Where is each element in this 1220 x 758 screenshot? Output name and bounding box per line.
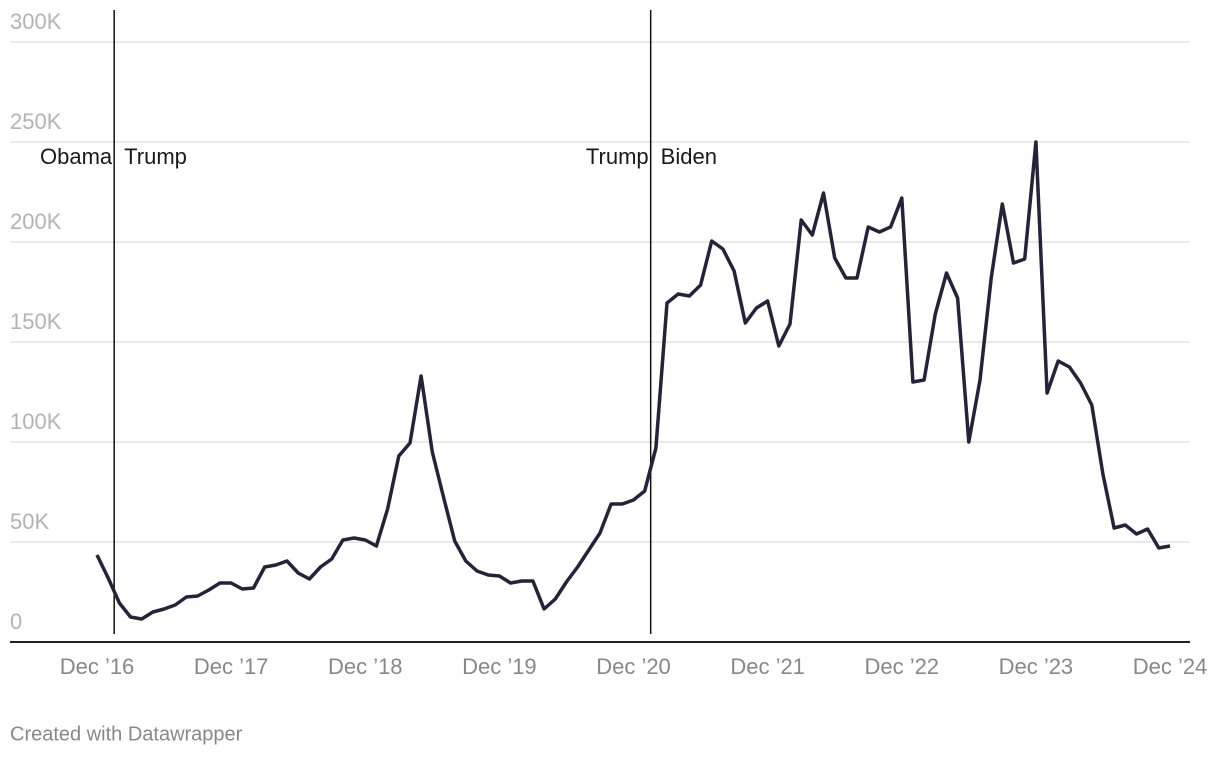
x-tick-label: Dec ’24 [1133, 654, 1208, 679]
annotation: Trump [586, 144, 649, 169]
x-tick-label: Dec ’20 [596, 654, 671, 679]
y-tick-label: 150K [10, 309, 62, 334]
x-tick-label: Dec ’21 [730, 654, 805, 679]
y-tick-label: 300K [10, 9, 62, 34]
annotation: Trump [124, 144, 187, 169]
line-series [95, 140, 1171, 621]
x-tick-label: Dec ’16 [60, 654, 135, 679]
annotation: Obama [40, 144, 113, 169]
x-tick-label: Dec ’17 [194, 654, 269, 679]
y-tick-label: 200K [10, 209, 62, 234]
y-tick-label: 0 [10, 609, 22, 634]
x-tick-label: Dec ’19 [462, 654, 537, 679]
y-tick-label: 50K [10, 509, 49, 534]
footer: Created with Datawrapper [10, 723, 243, 745]
x-tick-label: Dec ’23 [999, 654, 1074, 679]
x-tick-label: Dec ’22 [864, 654, 939, 679]
x-tick-label: Dec ’18 [328, 654, 403, 679]
y-tick-label: 100K [10, 409, 62, 434]
y-tick-label: 250K [10, 109, 62, 134]
annotation: Biden [661, 144, 717, 169]
